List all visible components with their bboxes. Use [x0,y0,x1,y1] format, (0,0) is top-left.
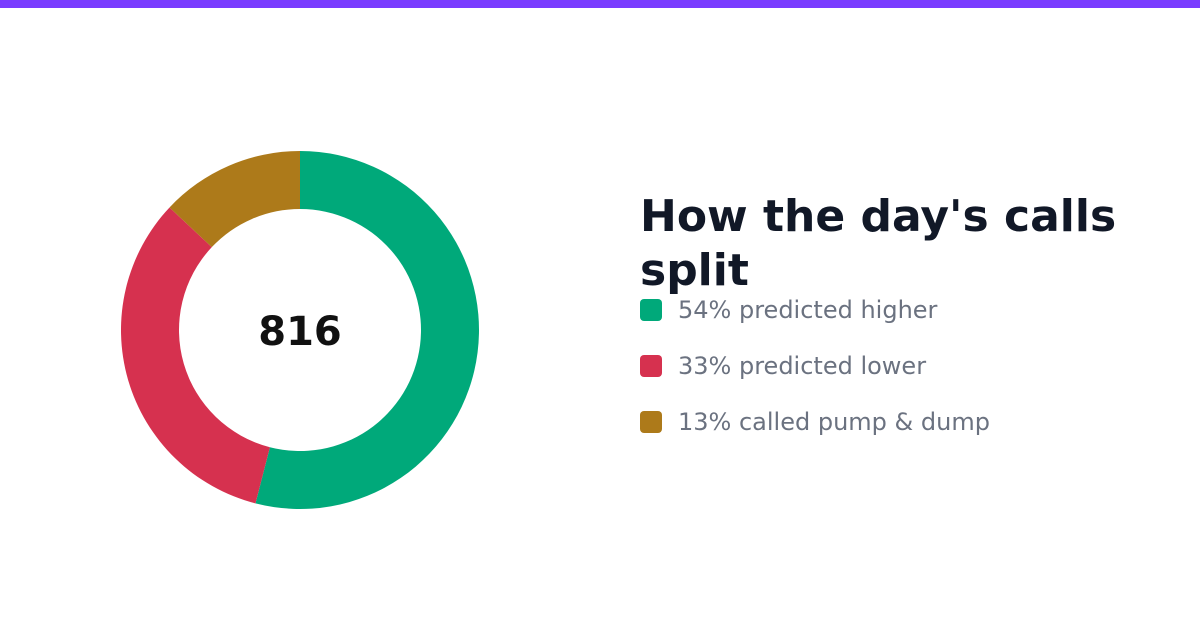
chart-title: How the day's calls split [640,191,1117,296]
legend-swatch-lower [640,355,662,377]
legend-item-lower: 33% predicted lower [640,338,990,394]
legend-swatch-higher [640,299,662,321]
donut-chart-svg: 816 [120,151,480,509]
donut-slice-pump-dump [169,151,300,248]
legend-label-higher: 54% predicted higher [678,296,938,324]
donut-chart: 816 [120,150,480,510]
center-total: 816 [258,309,342,355]
legend-item-higher: 54% predicted higher [640,282,990,338]
legend: 54% predicted higher 33% predicted lower… [640,282,990,450]
legend-label-lower: 33% predicted lower [678,352,927,380]
legend-item-pump-dump: 13% called pump & dump [640,394,990,450]
donut-slices [120,151,480,509]
legend-swatch-pump-dump [640,411,662,433]
legend-label-pump-dump: 13% called pump & dump [678,408,990,436]
accent-bar [0,0,1200,8]
donut-slice-lower [120,207,270,504]
donut-slice-higher [255,151,480,509]
